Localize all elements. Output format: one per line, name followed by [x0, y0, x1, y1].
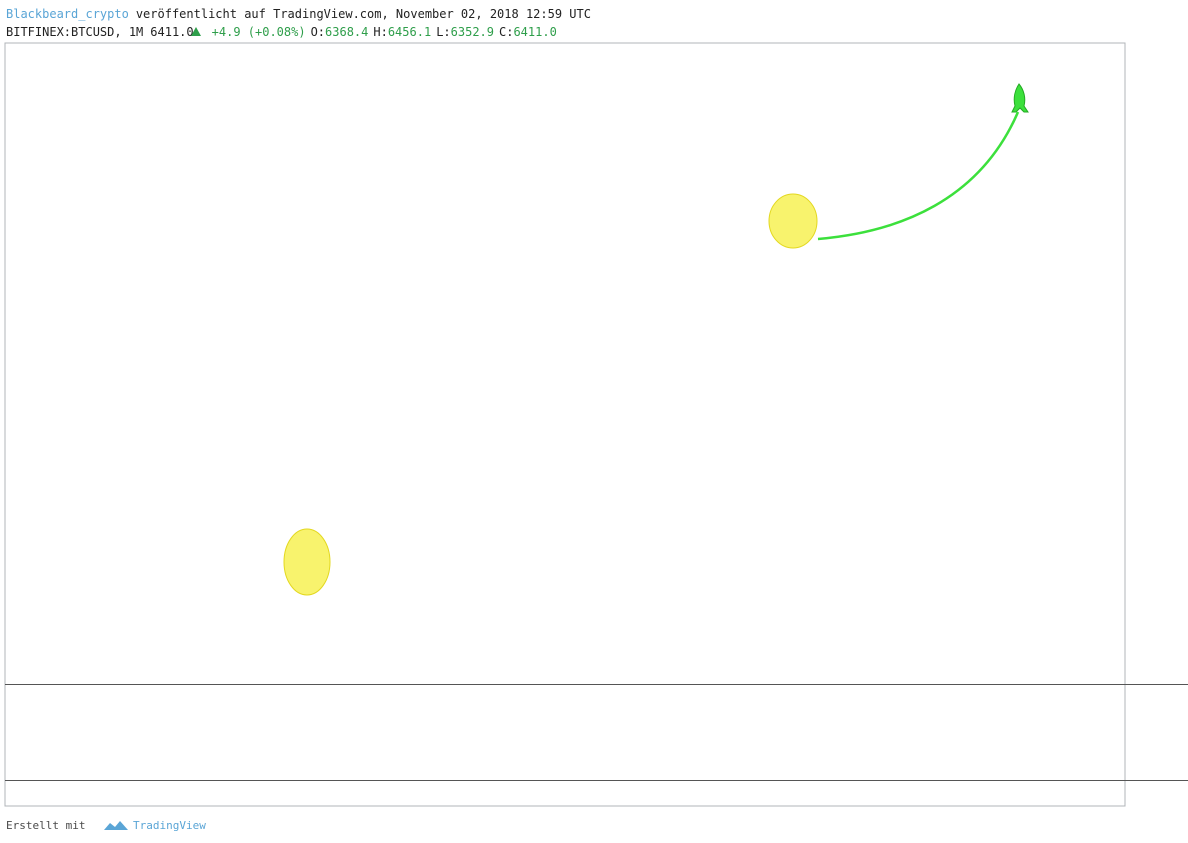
c-label: C:	[499, 25, 513, 39]
published: veröffentlicht auf TradingView.com, Nove…	[136, 7, 591, 21]
l-value: 6352.9	[451, 25, 494, 39]
footer-brand[interactable]: TradingView	[133, 819, 206, 832]
footer-text: Erstellt mit	[6, 819, 85, 832]
change: +4.9 (+0.08%)	[212, 25, 306, 39]
projection-arrow	[817, 111, 1020, 241]
o-label: O:	[311, 25, 325, 39]
symbol: BITFINEX:BTCUSD, 1M	[6, 25, 143, 39]
author[interactable]: Blackbeard_crypto	[6, 7, 129, 21]
last: 6411.0	[150, 25, 193, 39]
symbol-line: BITFINEX:BTCUSD, 1M 6411.0 +4.9 (+0.08%) O:…	[6, 25, 557, 39]
l-label: L:	[436, 25, 450, 39]
up-triangle	[191, 27, 201, 36]
tv-logo	[104, 821, 128, 830]
rocket	[1011, 83, 1029, 113]
h-label: H:	[373, 25, 387, 39]
chart-frame	[4, 42, 1126, 807]
highlight-circle	[768, 193, 818, 249]
c-value: 6411.0	[513, 25, 556, 39]
header-line: Blackbeard_crypto veröffentlicht auf Trad…	[6, 7, 591, 21]
h-value: 6456.1	[388, 25, 431, 39]
highlight-circle	[283, 528, 331, 596]
o-value: 6368.4	[325, 25, 368, 39]
